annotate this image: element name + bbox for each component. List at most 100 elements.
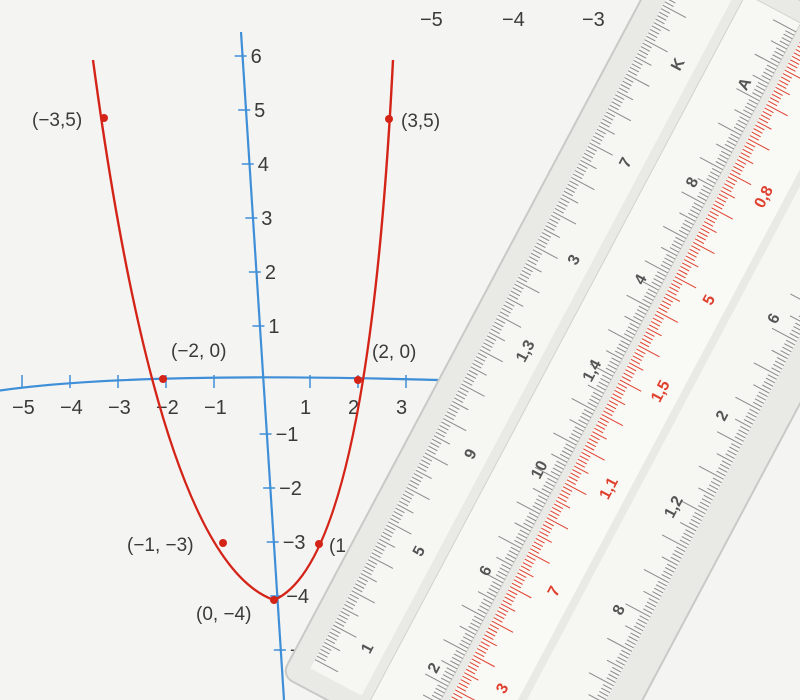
ruler-tick bbox=[569, 436, 579, 443]
ruler-tick bbox=[760, 114, 771, 120]
ruler-tick bbox=[450, 404, 460, 410]
ruler-tick bbox=[499, 311, 510, 317]
y-tick-label: 1 bbox=[268, 316, 279, 338]
ruler-tick bbox=[469, 661, 479, 668]
x-axis bbox=[0, 376, 471, 392]
ruler-tick bbox=[522, 562, 533, 568]
ruler-tick bbox=[554, 464, 564, 470]
ruler-tick bbox=[532, 505, 542, 511]
ruler-tick bbox=[588, 694, 605, 700]
ruler-tick bbox=[782, 346, 792, 353]
ruler-tick bbox=[484, 634, 494, 640]
x-tick-label: −1 bbox=[204, 397, 227, 419]
ruler-tick bbox=[587, 402, 597, 408]
ruler-tick bbox=[603, 410, 613, 417]
ruler-tick bbox=[635, 56, 652, 66]
ruler-tick bbox=[763, 71, 773, 78]
ruler-tick bbox=[585, 149, 596, 156]
ruler-tick bbox=[660, 264, 670, 270]
ruler-tick bbox=[508, 589, 518, 596]
ruler-tick bbox=[676, 546, 686, 552]
ruler-tick bbox=[727, 176, 738, 182]
ruler-tick bbox=[694, 238, 705, 244]
ruler-tick bbox=[697, 195, 707, 202]
ruler-tick bbox=[514, 539, 524, 546]
ruler-tick bbox=[693, 202, 703, 208]
ruler-tick bbox=[574, 426, 584, 432]
ruler-tick bbox=[589, 398, 599, 405]
x-tick-label: −3 bbox=[108, 397, 131, 419]
ruler-tick bbox=[756, 394, 766, 401]
ruler-tick bbox=[498, 606, 509, 613]
ruler-tick bbox=[455, 393, 466, 400]
ruler-tick bbox=[721, 150, 731, 157]
ruler-tick bbox=[373, 548, 383, 555]
ruler-tick bbox=[797, 45, 800, 52]
ruler-tick bbox=[613, 97, 623, 104]
ruler-tick bbox=[630, 358, 641, 365]
ruler-tick bbox=[795, 48, 800, 55]
ruler-tick bbox=[711, 207, 733, 220]
ruler-tick bbox=[672, 279, 683, 286]
ruler-tick bbox=[793, 326, 800, 332]
ruler-tick bbox=[496, 318, 506, 324]
ruler-tick bbox=[746, 102, 756, 109]
ruler-tick bbox=[755, 85, 766, 91]
ruler-tick bbox=[605, 367, 616, 374]
ruler-tick bbox=[561, 489, 571, 496]
ruler-tick bbox=[735, 396, 761, 411]
ruler-tick bbox=[632, 355, 642, 362]
ruler-tick bbox=[674, 549, 684, 556]
ruler-tick bbox=[448, 407, 458, 414]
ruler-tick bbox=[527, 259, 537, 266]
ruler-tick bbox=[413, 473, 423, 479]
ruler-tick bbox=[753, 128, 763, 134]
ruler-tick bbox=[772, 19, 797, 33]
ruler-tick bbox=[596, 128, 607, 135]
ruler-tick bbox=[459, 387, 469, 393]
ruler-tick bbox=[780, 350, 790, 356]
ruler-tick bbox=[682, 262, 692, 269]
ruler-tick bbox=[611, 666, 622, 673]
ruler-tick bbox=[464, 672, 479, 681]
ruler-tick bbox=[468, 369, 478, 376]
ruler-tick bbox=[583, 152, 594, 159]
ruler-tick bbox=[446, 411, 456, 417]
ruler-tick bbox=[749, 408, 759, 415]
ruler-tick bbox=[785, 30, 795, 36]
ruler-tick bbox=[524, 558, 534, 565]
ruler-tick bbox=[492, 325, 502, 331]
ruler-tick bbox=[696, 234, 706, 241]
ruler-tick bbox=[663, 570, 673, 577]
ruler-tick bbox=[472, 362, 482, 369]
ruler-tick bbox=[722, 186, 732, 193]
ruler-tick bbox=[720, 190, 736, 199]
ruler-tick bbox=[333, 624, 357, 638]
ruler-tick bbox=[366, 562, 376, 569]
ruler-tick bbox=[563, 446, 573, 453]
ruler-tick bbox=[747, 412, 757, 418]
ruler-tick bbox=[444, 414, 455, 421]
ruler-tick bbox=[719, 463, 730, 470]
ruler-tick bbox=[456, 686, 467, 692]
ruler-tick bbox=[764, 68, 775, 74]
ruler-tick bbox=[648, 598, 658, 604]
ruler-tick bbox=[606, 403, 617, 410]
ruler-tick bbox=[625, 369, 635, 375]
ruler-tick bbox=[606, 677, 616, 683]
ruler-tick bbox=[375, 545, 385, 552]
ruler-tick bbox=[654, 587, 664, 594]
ruler-tick bbox=[589, 363, 614, 377]
ruler-tick bbox=[605, 407, 615, 413]
slide-rule: 123456789101,11,21,31,41,523456780,80,9K… bbox=[284, 0, 800, 700]
point-label: (−1, −3) bbox=[127, 535, 194, 556]
curve-point bbox=[270, 596, 278, 604]
ruler-tick bbox=[675, 236, 685, 243]
ruler-tick bbox=[602, 684, 613, 690]
ruler-tick bbox=[480, 641, 490, 647]
ruler-tick bbox=[728, 136, 738, 143]
ruler-tick bbox=[464, 632, 475, 639]
ruler-tick bbox=[742, 148, 752, 155]
ruler-tick bbox=[661, 573, 671, 580]
ruler-tick bbox=[647, 327, 662, 337]
